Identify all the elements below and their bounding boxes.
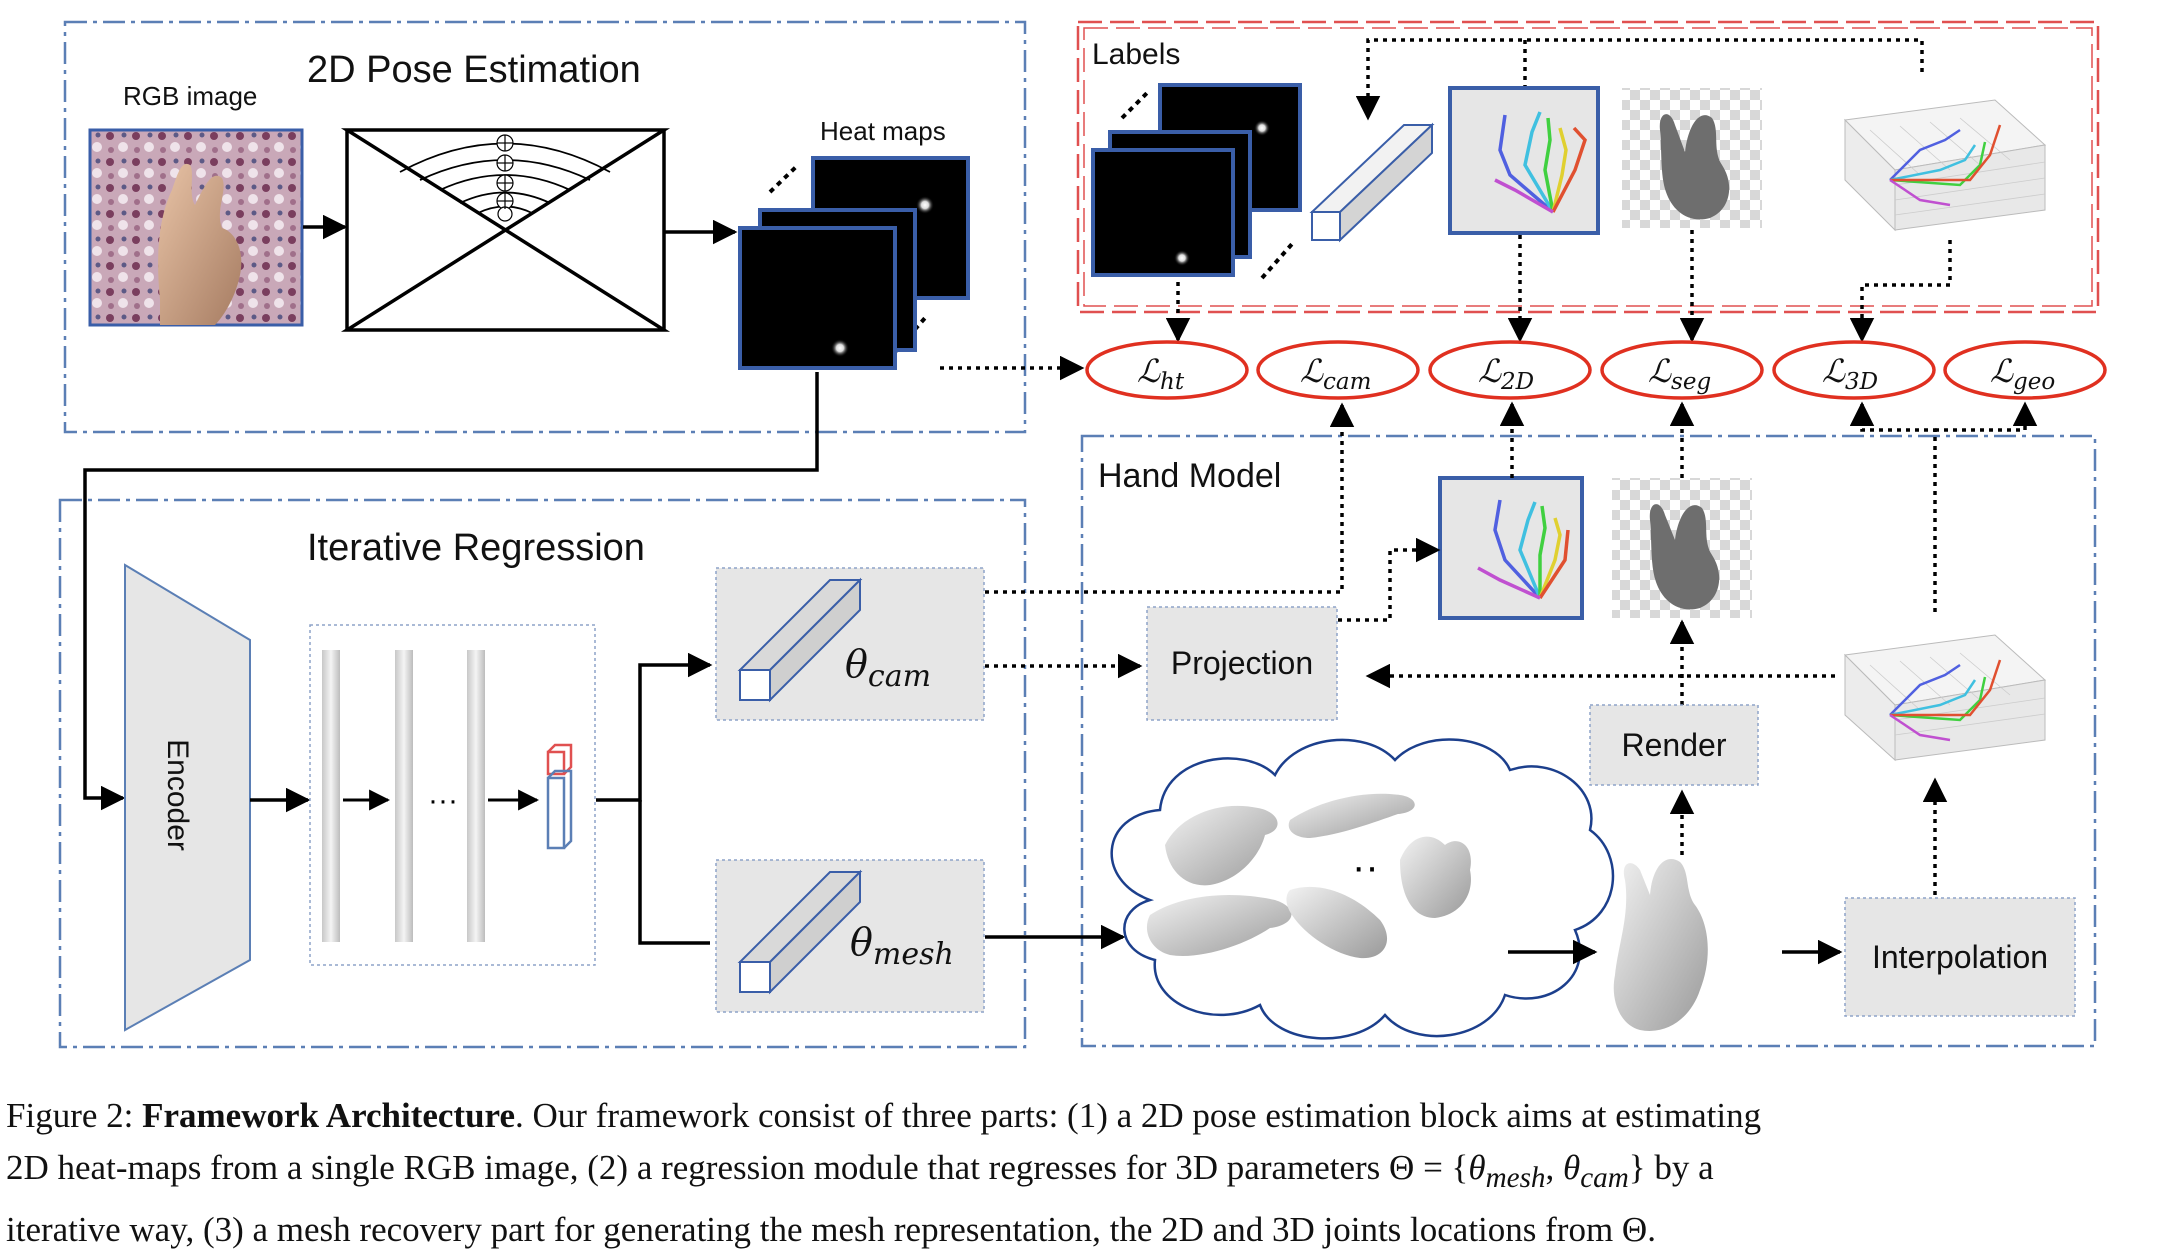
loss-2d-label: ℒ2D: [1478, 352, 1534, 395]
regression-section-title: Iterative Regression: [307, 527, 645, 569]
loss-ellipses: [1085, 340, 2107, 400]
labels-section-frame-inner: [1083, 27, 2093, 307]
labels-section-title: Labels: [1092, 38, 1180, 71]
reconstructed-hand-mesh: [1613, 858, 1708, 1031]
rgb-image-label: RGB image: [123, 81, 257, 111]
loss-2d: [1428, 340, 1592, 400]
loss-ht: [1085, 340, 1249, 400]
projection-label: Projection: [1171, 645, 1313, 681]
theta-mesh-box: [715, 859, 985, 1013]
encoder-label: Encoder: [161, 739, 194, 851]
hourglass-network: [340, 128, 671, 332]
theta-cam-to-loss-cam-arrow: [985, 402, 1355, 594]
loss-geo: [1943, 340, 2107, 400]
heatmaps-stack: [738, 156, 970, 370]
label-segmentation: [1622, 88, 1762, 228]
regressor-block: [309, 624, 596, 966]
rendered-silhouette: [1612, 478, 1752, 618]
theta-mesh-label: θmesh: [850, 920, 954, 972]
label-loop-top-line: [1355, 38, 1924, 121]
label-2d-joints: [1448, 86, 1600, 235]
rgb-image: [88, 128, 304, 327]
regressor-ellipsis: ···: [428, 784, 458, 817]
mesh-samples-cloud: [1110, 738, 1615, 1040]
regressor-to-theta-mesh-arrow: [638, 800, 710, 945]
loss-seg: [1600, 340, 1764, 400]
hand-model-section-title: Hand Model: [1098, 457, 1281, 495]
label-heatmaps: [1091, 83, 1302, 280]
interpolation-label: Interpolation: [1872, 939, 2048, 975]
pose-section-title: 2D Pose Estimation: [307, 49, 641, 91]
projection-box: [1146, 606, 1338, 721]
interpolation-box: [1844, 897, 2076, 1017]
loss-seg-label: ℒseg: [1648, 352, 1711, 395]
theta-cam-label: θcam: [845, 642, 931, 694]
heatmaps-label: Heat maps: [820, 116, 946, 146]
regressor-to-theta-cam-arrow: [596, 652, 713, 802]
figure-caption: Figure 2: Framework Architecture. Our fr…: [6, 1090, 2166, 1256]
loss-cam: [1256, 340, 1420, 400]
projection-to-2d-arrow: [1338, 537, 1441, 622]
loss-cam-label: ℒcam: [1300, 352, 1371, 395]
encoder-block: [124, 563, 251, 1032]
heatmaps-to-encoder-arrow: [83, 372, 819, 811]
label-3d-to-loss: [1849, 240, 1952, 343]
label-3d-plot: [1843, 99, 2047, 232]
theta-cam-box: [715, 567, 985, 721]
label-cam-params: [1309, 122, 1435, 243]
loss-geo-label: ℒgeo: [1990, 352, 2055, 395]
loss-3d-label: ℒ3D: [1822, 352, 1878, 395]
plot3d-to-losses-arrow: [1849, 401, 1937, 612]
plot3d-to-loss-geo-arrow: [1935, 401, 2038, 432]
predicted-3d-plot: [1843, 634, 2047, 762]
framework-diagram: 2D Pose Estimation Iterative Regression …: [58, 20, 2107, 1049]
projected-2d-joints: [1438, 476, 1584, 620]
caption-line-1: Figure 2: Framework Architecture. Our fr…: [6, 1096, 1762, 1135]
loss-ht-label: ℒht: [1137, 352, 1185, 395]
hand-model-section-frame: [1080, 434, 2097, 1048]
render-label: Render: [1622, 727, 1727, 763]
cloud-ellipsis: ··: [1352, 845, 1379, 889]
caption-line-3: iterative way, (3) a mesh recovery part …: [6, 1210, 1656, 1249]
regression-section-frame: [58, 498, 1027, 1049]
loss-3d: [1772, 340, 1936, 400]
labels-section-frame-outer: [1076, 20, 2100, 314]
caption-line-2: 2D heat-maps from a single RGB image, (2…: [6, 1148, 1714, 1194]
render-box: [1589, 704, 1759, 786]
